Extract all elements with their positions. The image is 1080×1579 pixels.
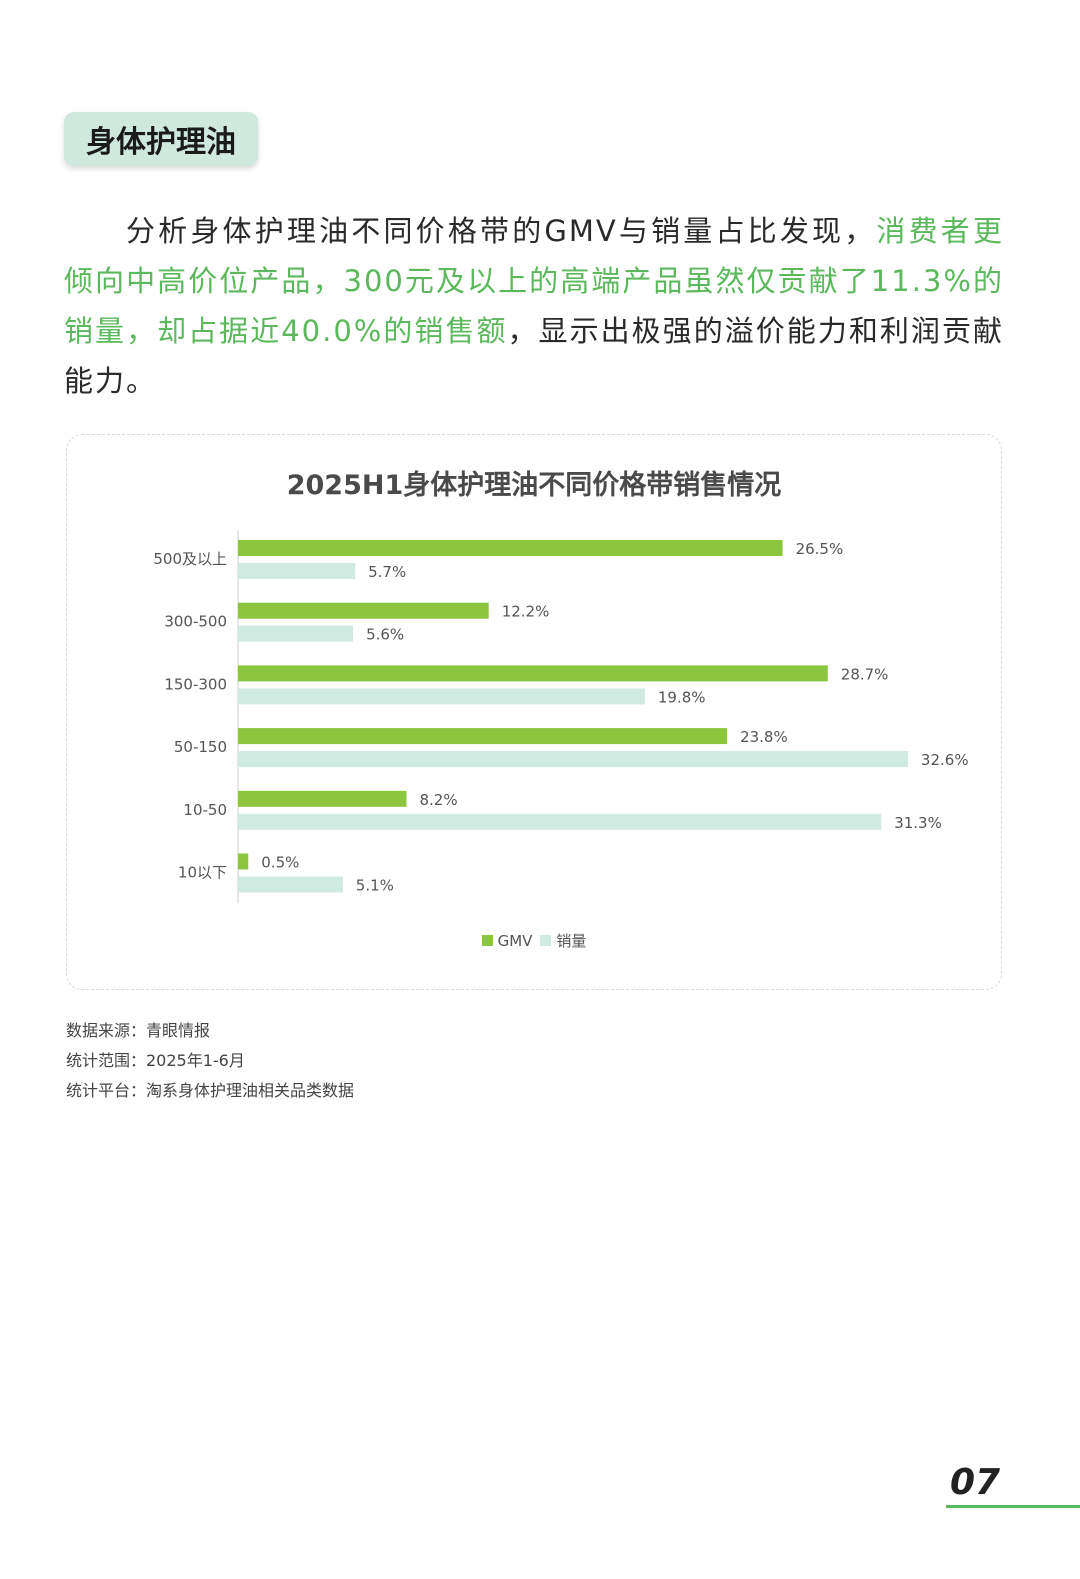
note-platform: 统计平台：淘系身体护理油相关品类数据 [66, 1081, 355, 1100]
category-label: 150-300 [164, 675, 227, 693]
legend-swatch-gmv [481, 935, 493, 946]
bar-gmv [238, 602, 489, 619]
category-label: 50-150 [174, 738, 227, 756]
category-label: 500及以上 [153, 550, 227, 568]
bar-gmv [238, 540, 783, 556]
data-label-gmv: 26.5% [796, 540, 844, 558]
category-label: 10-50 [183, 801, 227, 819]
data-label-gmv: 28.7% [841, 665, 889, 683]
section-tag: 身体护理油 [64, 112, 258, 166]
chart-card: 2025H1身体护理油不同价格带销售情况 500及以上 26.5% 5.7% 300-… [66, 434, 1002, 990]
note-range: 统计范围：2025年1-6月 [66, 1051, 245, 1070]
bar-sales [238, 751, 908, 768]
note-source: 数据来源：青眼情报 [66, 1021, 211, 1040]
data-label-sales: 5.7% [368, 563, 406, 581]
bar-gmv [238, 665, 828, 682]
data-label-sales: 32.6% [921, 751, 969, 769]
intro-text-1: 分析身体护理油不同价格带的GMV与销量占比发现， [126, 214, 877, 248]
data-label-gmv: 8.2% [420, 791, 458, 809]
legend-label-sales: 销量 [556, 932, 587, 950]
legend-item-gmv: GMV [481, 931, 533, 950]
bar-sales [238, 625, 354, 642]
bar-gmv [238, 728, 728, 745]
category-label: 300-500 [164, 613, 227, 631]
page-number-underline [946, 1505, 1080, 1508]
page-number: 07 [950, 1462, 1001, 1503]
legend-swatch-sales [540, 935, 552, 946]
data-label-sales: 31.3% [894, 814, 942, 832]
bar-chart: 500及以上 26.5% 5.7% 300-500 12.2% 5.6% 150-300 28… [153, 530, 969, 903]
intro-highlight: 消费者更倾向中高价位产品，300元及以上的高端产品虽然仅贡献了11.3%的销量，… [64, 214, 1004, 348]
bar-gmv [238, 853, 249, 870]
bar-sales [238, 688, 645, 705]
legend-label-gmv: GMV [497, 931, 533, 950]
category-label: 10以下 [178, 864, 227, 882]
data-label-gmv: 12.2% [502, 603, 550, 621]
footnotes: 数据来源：青眼情报 统计范围：2025年1-6月 统计平台：淘系身体护理油相关品… [66, 1016, 354, 1106]
bar-gmv [238, 790, 407, 807]
intro-paragraph: 分析身体护理油不同价格带的GMV与销量占比发现，消费者更倾向中高价位产品，300… [64, 206, 1004, 406]
bar-sales [238, 563, 356, 579]
bar-sales [238, 813, 882, 830]
data-label-gmv: 0.5% [261, 854, 299, 872]
intro-text-2: ，显示出极强的溢价能力和利润贡献能力。 [64, 314, 1004, 398]
legend-item-sales: 销量 [540, 930, 586, 951]
data-label-sales: 5.1% [356, 877, 394, 895]
data-label-gmv: 23.8% [740, 728, 788, 746]
data-label-sales: 19.8% [658, 688, 706, 706]
chart-title: 2025H1身体护理油不同价格带销售情况 [286, 470, 782, 501]
bar-sales [238, 876, 343, 893]
data-label-sales: 5.6% [366, 626, 404, 644]
chart-legend: GMV 销量 [67, 930, 1001, 951]
